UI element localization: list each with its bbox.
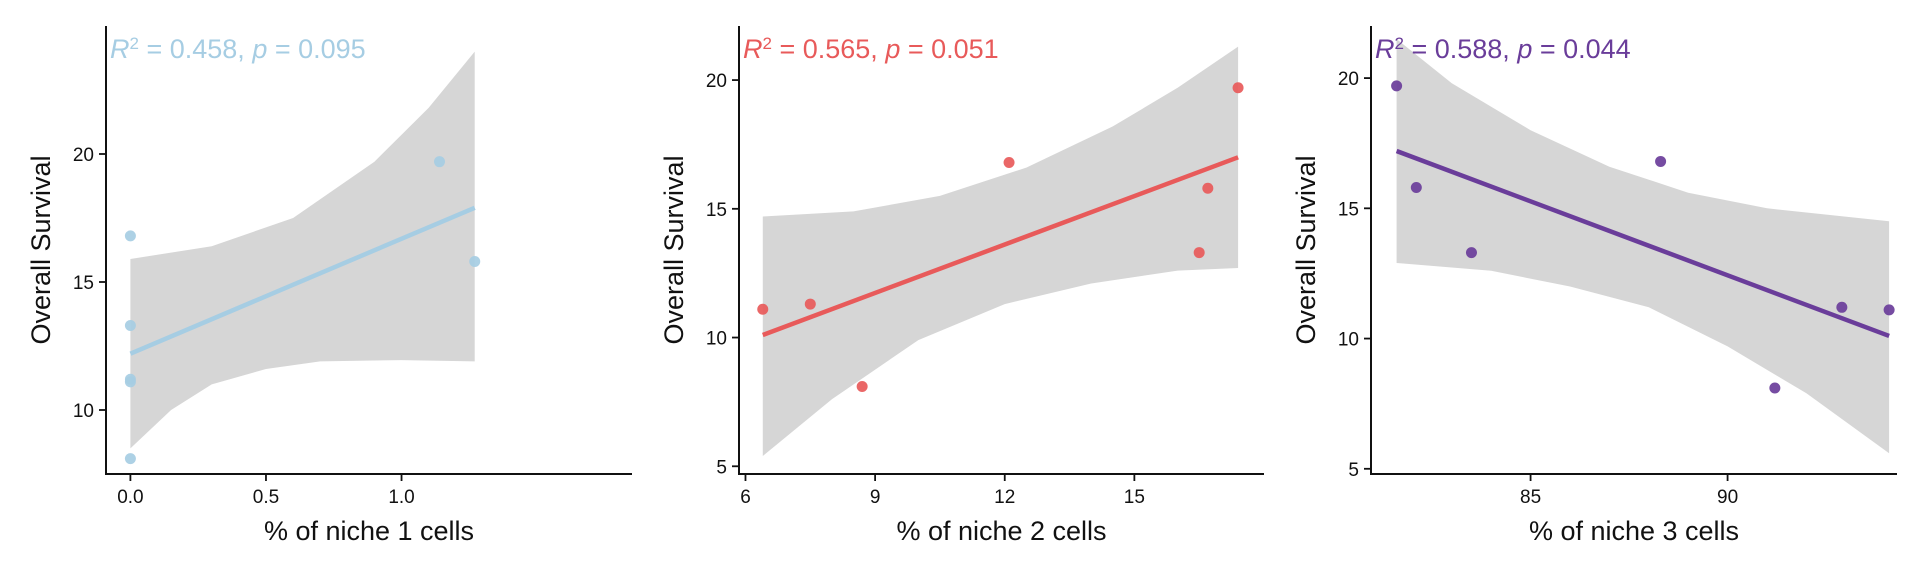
- x-axis-title: % of niche 3 cells: [1529, 516, 1739, 546]
- y-axis-title: Overall Survival: [659, 155, 689, 344]
- x-axis-title: % of niche 2 cells: [896, 516, 1106, 546]
- y-tick-label: 15: [706, 200, 727, 221]
- data-point: [1769, 382, 1781, 394]
- data-point: [469, 256, 481, 268]
- x-tick-label: 1.0: [388, 487, 414, 508]
- annotation-p-value: = 0.095: [267, 34, 365, 64]
- data-point: [1836, 301, 1848, 313]
- data-point: [124, 453, 136, 465]
- y-axis-title: Overall Survival: [26, 155, 56, 344]
- regression-line: [761, 155, 1239, 338]
- y-axis-title: Overall Survival: [1291, 155, 1321, 344]
- y-tick-label: 5: [716, 457, 727, 478]
- annotation-r2-label: R: [110, 34, 130, 64]
- x-tick-label: 12: [994, 487, 1015, 508]
- x-tick-label: 0.5: [253, 487, 279, 508]
- data-point: [124, 230, 136, 242]
- annotation-p-value: = 0.044: [1532, 34, 1630, 64]
- data-point: [1232, 82, 1244, 94]
- annotation-r2-sup: 2: [1395, 34, 1404, 53]
- y-tick-label: 15: [73, 273, 94, 294]
- y-tick-label: 20: [73, 145, 94, 166]
- chart-panel-2: 6 9 12 15 5 10 15 20 % of niche 2 cells Overall S…: [659, 26, 1264, 546]
- data-point: [804, 298, 816, 310]
- data-point: [1193, 247, 1205, 259]
- data-point: [1410, 181, 1422, 193]
- annotation-r2-sup: 2: [130, 34, 139, 53]
- y-tick-label: 15: [1338, 199, 1359, 220]
- x-tick-label: 0.0: [117, 487, 143, 508]
- annotation-r2-label: R: [743, 34, 763, 64]
- regression-line: [129, 205, 476, 356]
- y-tick-label: 5: [1348, 460, 1359, 481]
- confidence-band: [1396, 39, 1890, 454]
- data-point: [124, 376, 136, 388]
- confidence-band: [762, 46, 1239, 456]
- y-tick-label: 10: [1338, 330, 1359, 351]
- annotation-p-label: p: [1516, 34, 1532, 64]
- annotation-r2-value: = 0.565,: [772, 34, 885, 64]
- data-point: [1655, 155, 1667, 167]
- x-tick-label: 6: [740, 487, 751, 508]
- y-tick-label: 10: [73, 401, 94, 422]
- data-point: [856, 380, 868, 392]
- annotation-r2-sup: 2: [763, 34, 772, 53]
- annotation-p-label: p: [884, 34, 900, 64]
- chart-panel-3: 85 90 5 10 15 20 % of niche 3 cells Overall Sur…: [1291, 26, 1897, 546]
- data-point: [1883, 304, 1895, 316]
- data-point: [1003, 156, 1015, 168]
- confidence-band: [130, 51, 475, 449]
- y-tick-label: 20: [1338, 69, 1359, 90]
- annotation-p-value: = 0.051: [900, 34, 998, 64]
- y-tick-label: 20: [706, 71, 727, 92]
- x-tick-label: 15: [1124, 487, 1145, 508]
- stats-annotation: R2 = 0.458, p = 0.095: [110, 34, 366, 65]
- annotation-r2-label: R: [1375, 34, 1395, 64]
- annotation-r2-value: = 0.458,: [139, 34, 252, 64]
- y-tick-label: 10: [706, 329, 727, 350]
- data-point: [1465, 247, 1477, 259]
- chart-panel-1: 0.0 0.5 1.0 10 15 20 % of niche 1 cells Overall…: [26, 26, 632, 546]
- x-axis-title: % of niche 1 cells: [264, 516, 474, 546]
- data-point: [124, 320, 136, 332]
- stats-annotation: R2 = 0.588, p = 0.044: [1375, 34, 1631, 65]
- annotation-r2-value: = 0.588,: [1404, 34, 1517, 64]
- x-tick-label: 85: [1520, 487, 1541, 508]
- regression-line: [1395, 148, 1890, 339]
- x-tick-label: 90: [1717, 487, 1738, 508]
- x-tick-label: 9: [870, 487, 881, 508]
- data-point: [1202, 182, 1214, 194]
- data-point: [757, 303, 769, 315]
- data-point: [1391, 80, 1403, 92]
- data-point: [433, 156, 445, 168]
- annotation-p-label: p: [251, 34, 267, 64]
- stats-annotation: R2 = 0.565, p = 0.051: [743, 34, 999, 65]
